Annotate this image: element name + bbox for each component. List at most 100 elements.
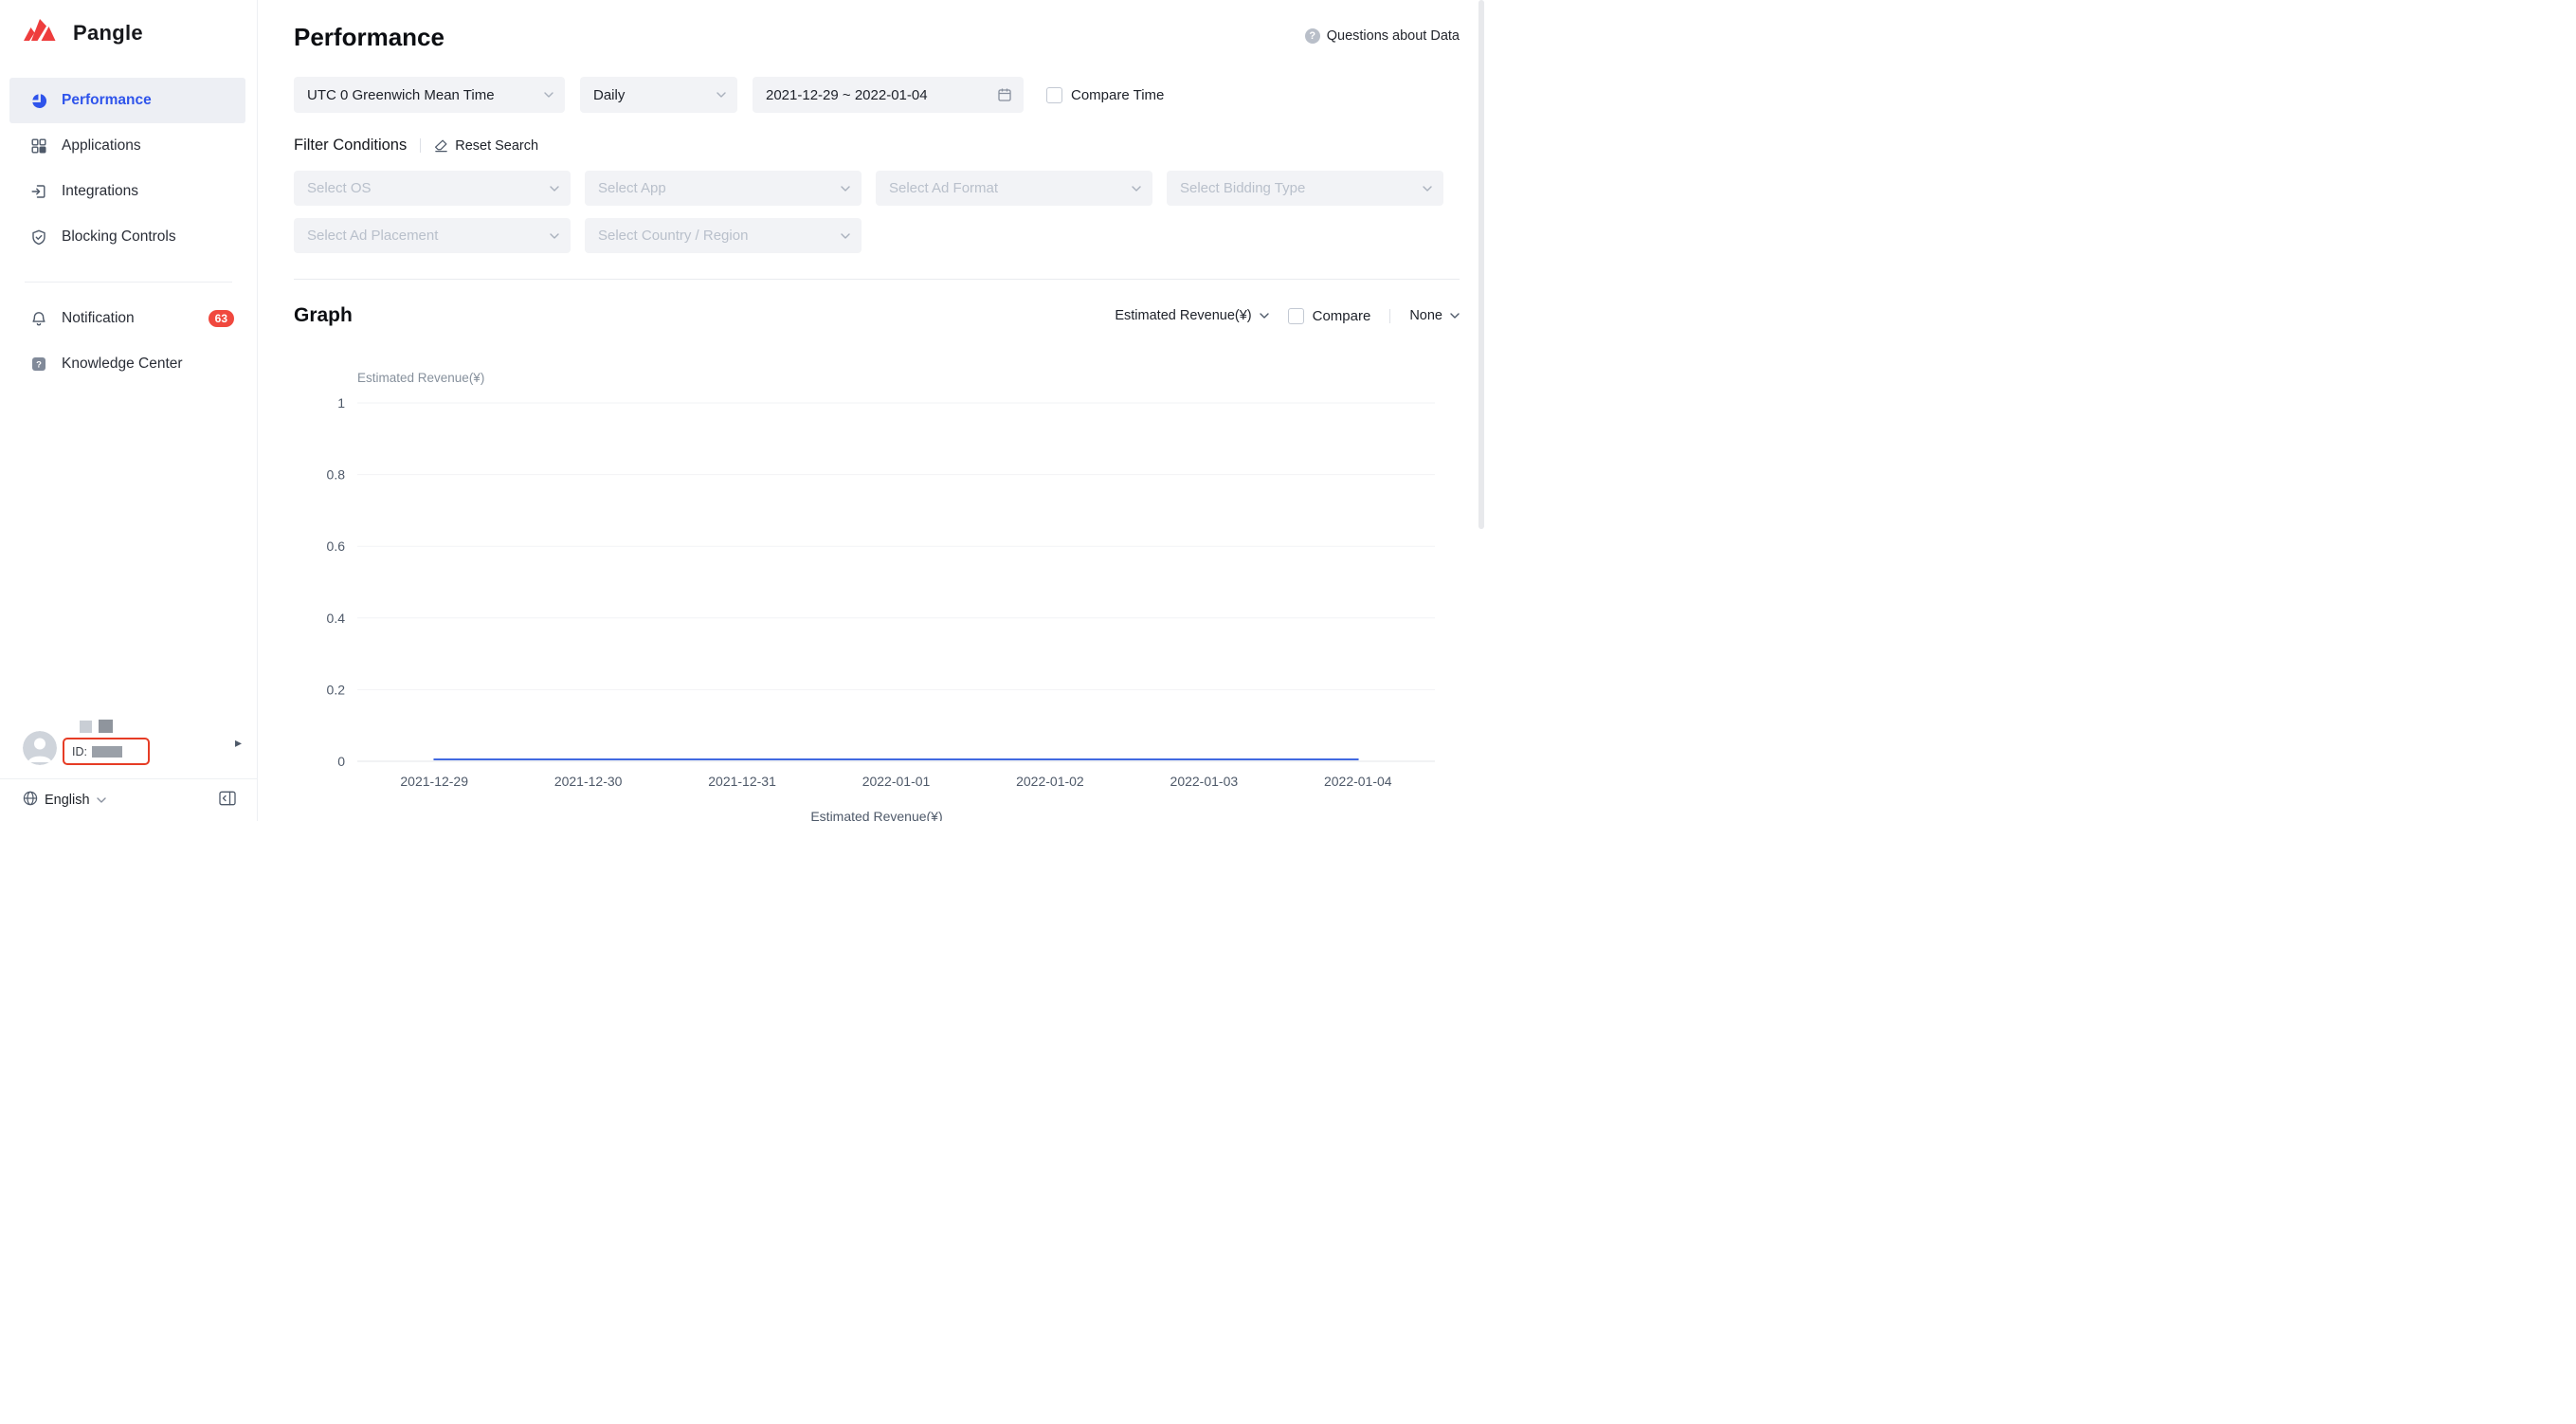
user-id-highlight-box: ID: xyxy=(63,738,150,765)
avatar[interactable] xyxy=(23,731,57,765)
svg-text:0: 0 xyxy=(337,754,345,769)
expand-arrow-icon[interactable]: ▸ xyxy=(234,734,242,750)
select-bidding-type[interactable]: Select Bidding Type xyxy=(1167,171,1443,206)
metric-value: Estimated Revenue(¥) xyxy=(1115,308,1252,323)
svg-text:0.2: 0.2 xyxy=(327,682,346,697)
chevron-down-icon xyxy=(1450,313,1460,319)
compare-label: Compare xyxy=(1312,307,1371,324)
chevron-down-icon xyxy=(1132,185,1141,192)
chevron-down-icon xyxy=(96,797,106,803)
sidebar-footer: English xyxy=(0,778,257,821)
select-ad-format[interactable]: Select Ad Format xyxy=(876,171,1152,206)
compare-time-checkbox[interactable]: Compare Time xyxy=(1046,86,1164,103)
main-header: Performance ? Questions about Data xyxy=(294,23,1460,52)
sidebar-item-label: Knowledge Center xyxy=(62,356,183,372)
granularity-value: Daily xyxy=(593,86,626,103)
user-id-label: ID: xyxy=(72,744,87,758)
calendar-icon xyxy=(998,88,1011,101)
scrollbar[interactable] xyxy=(1478,0,1484,529)
chevron-down-icon xyxy=(717,92,726,98)
svg-text:2021-12-29: 2021-12-29 xyxy=(400,774,468,789)
redacted-username xyxy=(80,720,150,733)
chevron-down-icon xyxy=(841,232,850,239)
sidebar-item-label: Applications xyxy=(62,137,141,154)
vertical-divider xyxy=(420,138,422,153)
timezone-select[interactable]: UTC 0 Greenwich Mean Time xyxy=(294,77,565,113)
language-selector[interactable]: English xyxy=(23,791,106,810)
checkbox-box[interactable] xyxy=(1046,86,1062,103)
select-ad-placement[interactable]: Select Ad Placement xyxy=(294,218,571,253)
sidebar-item-applications[interactable]: Applications xyxy=(9,123,245,169)
chevron-down-icon xyxy=(1423,185,1432,192)
svg-text:Estimated Revenue(¥): Estimated Revenue(¥) xyxy=(357,371,484,385)
line-chart-canvas[interactable]: 0 0.2 0.4 0.6 0.8 1 Estimated Revenue(¥) 2021-1… xyxy=(294,370,1460,793)
globe-icon xyxy=(23,791,38,810)
section-divider xyxy=(294,279,1460,280)
graph-header: Graph Estimated Revenue(¥) Compare None xyxy=(294,304,1460,327)
apps-grid-icon xyxy=(30,137,47,155)
chart-legend[interactable]: Estimated Revenue(¥) xyxy=(810,809,943,821)
sidebar-item-notification[interactable]: Notification 63 xyxy=(9,296,245,341)
svg-text:0.6: 0.6 xyxy=(327,539,346,554)
pangle-logo[interactable]: Pangle xyxy=(0,0,257,56)
bell-icon xyxy=(30,310,47,327)
redacted-block xyxy=(99,720,113,733)
svg-text:2022-01-02: 2022-01-02 xyxy=(1016,774,1084,789)
graph-title: Graph xyxy=(294,304,353,326)
filter-select-grid: Select OS Select App Select Ad Format Se… xyxy=(294,171,1460,253)
redacted-block xyxy=(80,721,92,733)
top-filter-bar: UTC 0 Greenwich Mean Time Daily 2021-12-… xyxy=(294,77,1460,113)
notification-badge: 63 xyxy=(208,310,234,327)
granularity-select[interactable]: Daily xyxy=(580,77,737,113)
pangle-logo-icon xyxy=(23,17,64,48)
sidebar: Pangle Performance xyxy=(0,0,258,821)
main-content: Performance ? Questions about Data UTC 0… xyxy=(258,0,1486,821)
metric-select[interactable]: Estimated Revenue(¥) xyxy=(1115,308,1269,323)
secondary-metric-select[interactable]: None xyxy=(1409,308,1460,323)
chevron-down-icon xyxy=(544,92,553,98)
pie-chart-icon xyxy=(30,92,47,109)
sidebar-item-blocking-controls[interactable]: Blocking Controls xyxy=(9,214,245,260)
questions-about-data-link[interactable]: ? Questions about Data xyxy=(1304,28,1460,44)
question-square-icon: ? xyxy=(30,356,47,373)
sidebar-item-label: Notification xyxy=(62,310,135,326)
vertical-divider xyxy=(1389,308,1391,323)
reset-search-button[interactable]: Reset Search xyxy=(434,138,538,154)
chevron-down-icon xyxy=(1259,313,1269,319)
secondary-metric-value: None xyxy=(1409,308,1442,323)
revenue-chart: 0 0.2 0.4 0.6 0.8 1 Estimated Revenue(¥) 2021-1… xyxy=(294,370,1460,821)
reset-search-label: Reset Search xyxy=(455,137,539,154)
svg-text:?: ? xyxy=(36,360,42,371)
sidebar-item-knowledge-center[interactable]: ? Knowledge Center xyxy=(9,341,245,387)
select-os[interactable]: Select OS xyxy=(294,171,571,206)
shield-icon xyxy=(30,228,47,246)
filter-conditions-label: Filter Conditions xyxy=(294,137,408,154)
sidebar-item-performance[interactable]: Performance xyxy=(9,78,245,123)
help-icon: ? xyxy=(1304,28,1320,44)
svg-text:2022-01-01: 2022-01-01 xyxy=(862,774,931,789)
chevron-down-icon xyxy=(550,185,559,192)
collapse-sidebar-icon[interactable] xyxy=(219,791,236,811)
filter-conditions-row: Filter Conditions Reset Search xyxy=(294,137,1460,155)
svg-text:1: 1 xyxy=(337,395,345,411)
sidebar-divider xyxy=(25,282,232,283)
pangle-dashboard: Pangle Performance xyxy=(0,0,1486,821)
chevron-down-icon xyxy=(550,232,559,239)
sidebar-menu: Performance Applications xyxy=(0,78,257,387)
svg-text:2022-01-04: 2022-01-04 xyxy=(1324,774,1392,789)
svg-text:2021-12-30: 2021-12-30 xyxy=(554,774,623,789)
sidebar-item-label: Performance xyxy=(62,92,152,108)
checkbox-box[interactable] xyxy=(1287,307,1304,324)
timezone-value: UTC 0 Greenwich Mean Time xyxy=(307,86,495,103)
date-range-picker[interactable]: 2021-12-29 ~ 2022-01-04 xyxy=(753,77,1024,113)
sidebar-item-integrations[interactable]: Integrations xyxy=(9,169,245,214)
select-app[interactable]: Select App xyxy=(585,171,862,206)
svg-text:2022-01-03: 2022-01-03 xyxy=(1170,774,1239,789)
reset-eraser-icon xyxy=(435,139,447,153)
select-country-region[interactable]: Select Country / Region xyxy=(585,218,862,253)
brand-name: Pangle xyxy=(73,20,143,45)
sidebar-item-label: Integrations xyxy=(62,183,138,199)
graph-controls: Estimated Revenue(¥) Compare None xyxy=(1115,307,1460,324)
user-area[interactable]: ID: ▸ xyxy=(0,714,257,778)
compare-checkbox[interactable]: Compare xyxy=(1287,307,1371,324)
